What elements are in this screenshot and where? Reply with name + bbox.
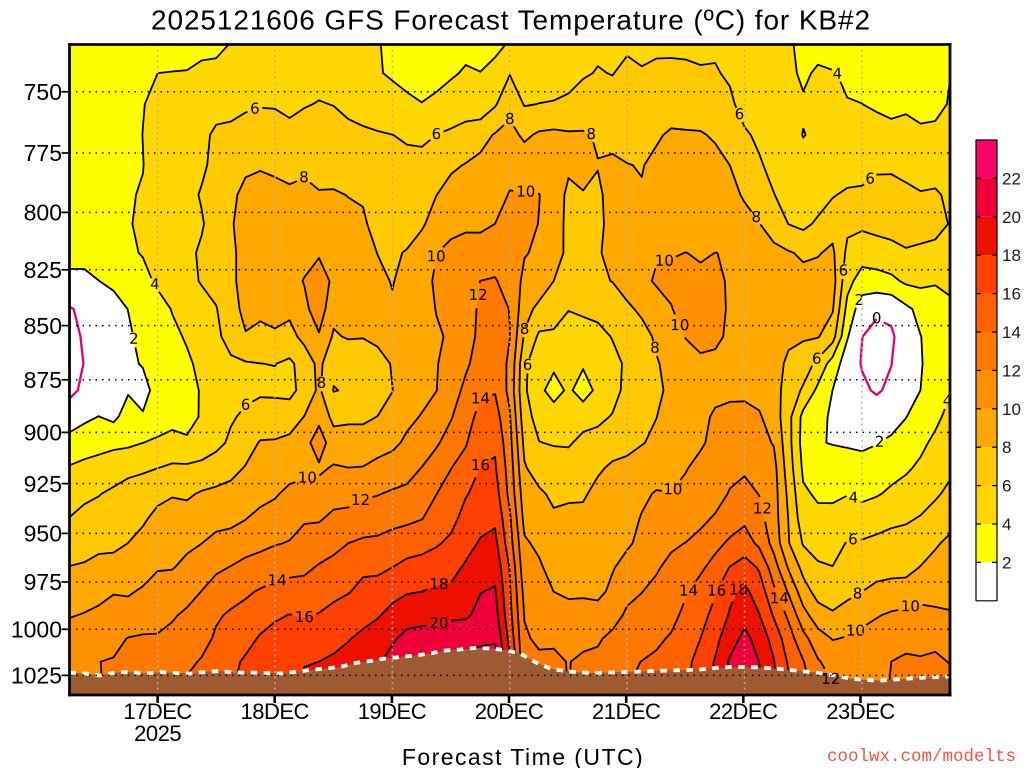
svg-text:900: 900 — [24, 420, 62, 446]
svg-text:18DEC: 18DEC — [240, 699, 309, 724]
svg-text:875: 875 — [24, 367, 62, 393]
svg-text:1025: 1025 — [11, 663, 62, 689]
svg-text:2025: 2025 — [134, 721, 181, 746]
svg-text:925: 925 — [24, 471, 62, 497]
svg-text:1000: 1000 — [11, 617, 62, 643]
svg-text:6: 6 — [1002, 477, 1011, 496]
svg-text:19DEC: 19DEC — [358, 699, 427, 724]
svg-text:16: 16 — [1002, 285, 1021, 304]
svg-text:800: 800 — [24, 200, 62, 226]
svg-text:20DEC: 20DEC — [475, 699, 544, 724]
svg-text:975: 975 — [24, 569, 62, 595]
svg-text:8: 8 — [1002, 438, 1011, 457]
svg-text:12: 12 — [1002, 361, 1021, 380]
svg-text:21DEC: 21DEC — [592, 699, 661, 724]
svg-text:4: 4 — [1002, 515, 1011, 534]
svg-text:22: 22 — [1002, 169, 1021, 188]
svg-text:775: 775 — [24, 140, 62, 166]
svg-text:2: 2 — [1002, 553, 1011, 572]
svg-text:coolwx.com/modelts: coolwx.com/modelts — [827, 747, 1016, 767]
svg-text:850: 850 — [24, 313, 62, 339]
svg-text:Forecast Time (UTC): Forecast Time (UTC) — [402, 744, 644, 768]
svg-text:22DEC: 22DEC — [709, 699, 778, 724]
svg-text:10: 10 — [1002, 400, 1021, 419]
svg-text:750: 750 — [24, 79, 62, 105]
svg-text:18: 18 — [1002, 246, 1021, 265]
svg-text:20: 20 — [1002, 208, 1021, 227]
svg-text:17DEC: 17DEC — [123, 699, 192, 724]
svg-text:23DEC: 23DEC — [826, 699, 895, 724]
svg-text:2025121606 GFS Forecast Temper: 2025121606 GFS Forecast Temperature (ºC)… — [151, 5, 871, 36]
svg-text:950: 950 — [24, 521, 62, 547]
svg-text:14: 14 — [1002, 323, 1021, 342]
svg-text:825: 825 — [24, 257, 62, 283]
